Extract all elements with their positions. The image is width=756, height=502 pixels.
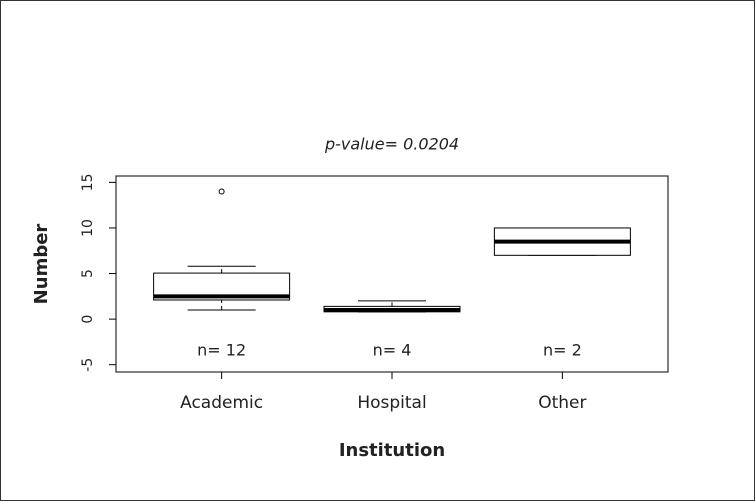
count-label: n= 4 bbox=[373, 341, 412, 360]
y-tick-label: 10 bbox=[80, 219, 96, 237]
count-label: n= 2 bbox=[543, 341, 582, 360]
chart-title: p-value= 0.0204 bbox=[324, 135, 459, 154]
y-axis-label: Number bbox=[31, 224, 52, 305]
outlier bbox=[218, 188, 225, 195]
y-tick-label: -5 bbox=[80, 358, 96, 372]
y-tick-label: 0 bbox=[80, 315, 96, 324]
count-label: n= 12 bbox=[197, 341, 246, 360]
x-axis-label: Institution bbox=[339, 440, 445, 461]
x-tick-label: Other bbox=[538, 393, 586, 413]
y-tick-label: 15 bbox=[80, 173, 96, 191]
x-tick-label: Hospital bbox=[357, 393, 426, 413]
x-tick-label: Academic bbox=[180, 393, 263, 413]
y-tick-label: 5 bbox=[80, 269, 96, 278]
